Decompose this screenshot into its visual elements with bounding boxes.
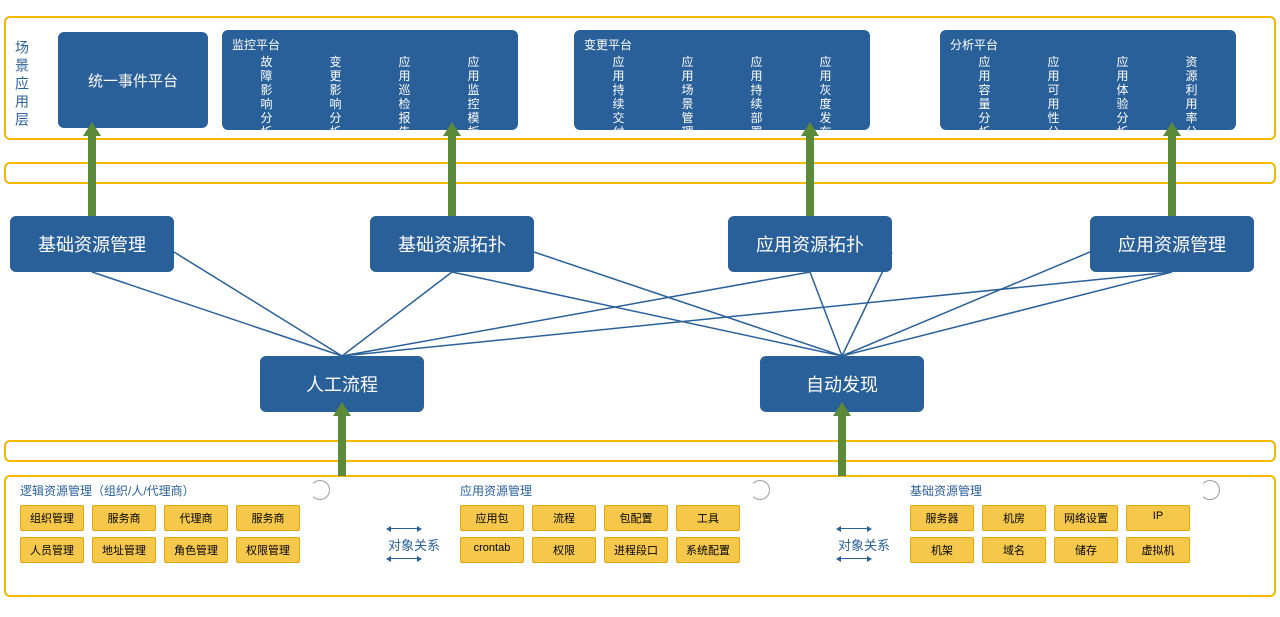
top-col-item: 应 用 巡 检 报 告 [392,55,418,139]
chip-item: 组织管理 [20,505,84,531]
top-box-monitor: 监控平台 故 障 影 响 分 析变 更 影 响 分 析应 用 巡 检 报 告应 … [222,30,518,130]
chip-item: 应用包 [460,505,524,531]
low-box-auto: 自动发现 [760,356,924,412]
chip-item: 机房 [982,505,1046,531]
chip-item: 代理商 [164,505,228,531]
top-box-3-title: 变更平台 [584,36,860,53]
divider-band-2 [4,440,1276,462]
mid-box-2-text: 基础资源拓扑 [398,231,506,257]
relation-arrow [840,558,868,559]
chip-item: 储存 [1054,537,1118,563]
top-col-item: 应 用 容 量 分 析 [972,55,998,153]
self-loop-icon [750,480,770,500]
chip-item: 服务商 [92,505,156,531]
top-box-4-title: 分析平台 [950,36,1226,53]
chip-item: 进程段口 [604,537,668,563]
top-box-change: 变更平台 应 用 持 续 交 付应 用 场 景 管 理应 用 持 续 部 署应 … [574,30,870,130]
bgroup-1-title: 逻辑资源管理（组织/人/代理商） [20,482,360,499]
chip-item: 权限 [532,537,596,563]
chip-item: 包配置 [604,505,668,531]
divider-band-1 [4,162,1276,184]
chip-item: 机架 [910,537,974,563]
self-loop-icon [310,480,330,500]
top-box-2-title: 监控平台 [232,36,508,53]
top-col-item: 应 用 持 续 交 付 [606,55,632,139]
top-col-item: 资 源 利 用 率 分 析 [1179,55,1205,153]
side-label: 场景应用层 [12,40,32,130]
mid-box-1-text: 基础资源管理 [38,231,146,257]
bgroup-2-title: 应用资源管理 [460,482,800,499]
chip-item: 服务商 [236,505,300,531]
relation-label-1: 对象关系 [388,535,440,554]
top-box-analysis: 分析平台 应 用 容 量 分 析应 用 可 用 性 分 析应 用 体 验 分 析… [940,30,1236,130]
top-col-item: 应 用 体 验 分 析 [1110,55,1136,153]
chip-item: 网络设置 [1054,505,1118,531]
bgroup-3-title: 基础资源管理 [910,482,1250,499]
chip-item: 系统配置 [676,537,740,563]
chip-item: crontab [460,537,524,563]
chip-item: 权限管理 [236,537,300,563]
low-box-manual: 人工流程 [260,356,424,412]
mid-box-basic-topo: 基础资源拓扑 [370,216,534,272]
top-col-item: 应 用 持 续 部 署 [744,55,770,139]
relation-arrow [390,558,418,559]
bottom-group-basic: 基础资源管理 服务器机房网络设置 IP 机架域名储存虚拟机 [910,482,1250,569]
relation-label-2: 对象关系 [838,535,890,554]
chip-item: 角色管理 [164,537,228,563]
relation-arrow [390,528,418,529]
chip-item: IP [1126,505,1190,531]
low-box-2-text: 自动发现 [806,371,878,397]
top-col-item: 应 用 可 用 性 分 析 [1041,55,1067,153]
bottom-group-app: 应用资源管理 应用包流程包配置工具 crontab 权限进程段口系统配置 [460,482,800,569]
self-loop-icon [1200,480,1220,500]
top-col-item: 故 障 影 响 分 析 [254,55,280,139]
top-box-1-text: 统一事件平台 [88,70,178,91]
top-col-item: 应 用 场 景 管 理 [675,55,701,139]
chip-item: 人员管理 [20,537,84,563]
chip-item: 服务器 [910,505,974,531]
mid-box-basic-mgmt: 基础资源管理 [10,216,174,272]
top-col-item: 应 用 监 控 模 板 [461,55,487,139]
top-box-event-platform: 统一事件平台 [58,32,208,128]
low-box-1-text: 人工流程 [306,371,378,397]
chip-item: 工具 [676,505,740,531]
chip-item: 流程 [532,505,596,531]
mid-box-app-mgmt: 应用资源管理 [1090,216,1254,272]
chip-item: 虚拟机 [1126,537,1190,563]
mid-box-4-text: 应用资源管理 [1118,231,1226,257]
relation-arrow [840,528,868,529]
bottom-group-logical: 逻辑资源管理（组织/人/代理商） 组织管理服务商代理商服务商 人员管理地址管理角… [20,482,360,569]
mid-box-app-topo: 应用资源拓扑 [728,216,892,272]
chip-item: 地址管理 [92,537,156,563]
chip-item: 域名 [982,537,1046,563]
top-col-item: 变 更 影 响 分 析 [323,55,349,139]
top-col-item: 应 用 灰 度 发 布 [813,55,839,139]
mid-box-3-text: 应用资源拓扑 [756,231,864,257]
